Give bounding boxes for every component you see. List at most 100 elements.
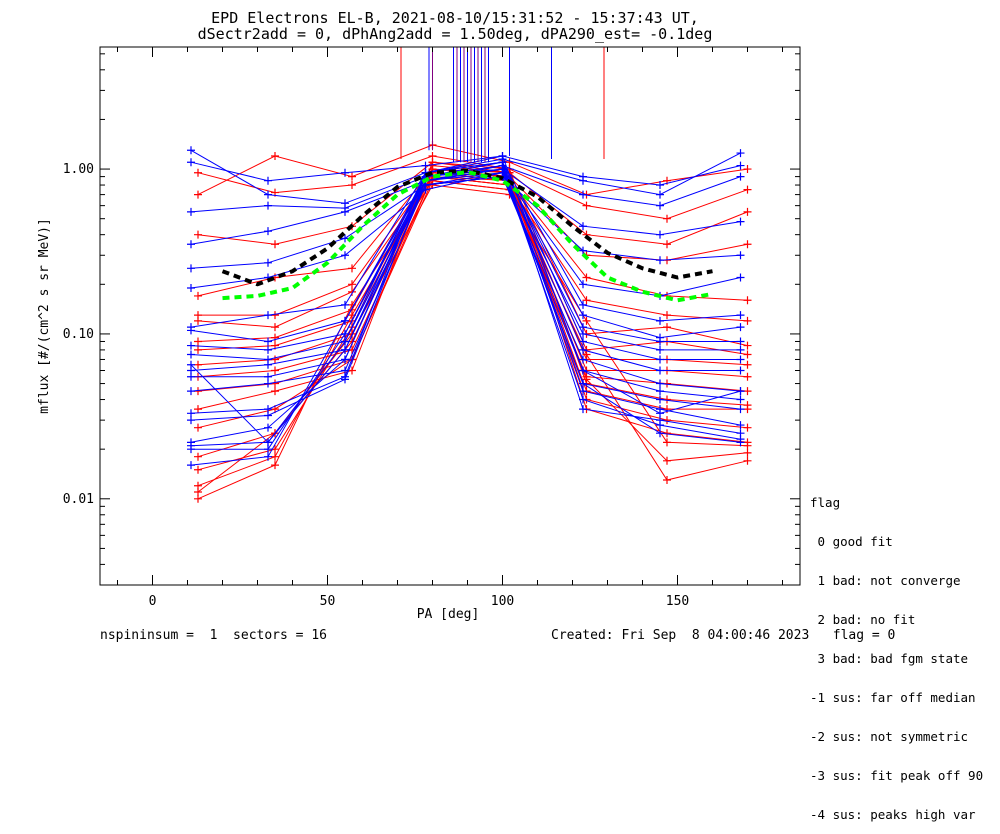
blue-series-point [341, 207, 349, 216]
blue-series-point [736, 421, 745, 430]
blue-series-line [190, 176, 741, 444]
blue-series-point [579, 337, 587, 346]
blue-series-line [190, 165, 741, 351]
blue-series-point [264, 372, 272, 381]
red-series-point [194, 360, 202, 369]
red-series-point [348, 172, 356, 181]
blue-series-point [264, 379, 272, 388]
red-series-point [348, 181, 356, 190]
blue-series-point [264, 452, 272, 461]
red-series-point [271, 240, 279, 249]
red-series-point [582, 201, 591, 210]
red-series-point [271, 379, 279, 388]
blue-series-point [656, 256, 664, 265]
blue-series-point [187, 387, 195, 396]
blue-series-line [190, 172, 741, 361]
blue-series-point [656, 421, 664, 430]
blue-series-point [187, 372, 195, 381]
flag-legend-item: 3 bad: bad fgm state [810, 651, 969, 666]
x-tick-label: 50 [320, 594, 336, 609]
pitch-angle-chart: EPD Electrons EL-B, 2021-08-10/15:31:52 … [37, 9, 801, 622]
flag-legend-item: -1 sus: far off median [810, 690, 976, 705]
red-series-point [743, 441, 752, 450]
red-series-point [194, 423, 202, 432]
blue-series-point [264, 201, 272, 210]
red-series-point [663, 416, 671, 425]
blue-series-point [579, 311, 587, 320]
blue-series-point [341, 345, 349, 354]
red-series-line [197, 161, 748, 410]
blue-series-point [579, 329, 587, 338]
red-series-line [197, 176, 748, 487]
red-series-point [194, 405, 202, 414]
blue-series-point [264, 258, 272, 267]
blue-series-point [736, 345, 745, 354]
red-series-point [271, 152, 279, 161]
blue-series-line [190, 165, 741, 443]
red-series-point [582, 296, 591, 305]
blue-series-point [736, 172, 745, 181]
blue-series-point [341, 234, 349, 243]
y-axis-label: mflux [#/(cm^2 s sr MeV)] [37, 218, 52, 414]
red-series-point [743, 350, 752, 359]
red-series-line [197, 176, 748, 328]
red-series-point [582, 273, 591, 282]
blue-series-point [341, 168, 349, 177]
red-series-point [271, 323, 279, 332]
blue-series-point [187, 283, 195, 292]
red-series-point [271, 461, 279, 470]
chart-title: EPD Electrons EL-B, 2021-08-10/15:31:52 … [211, 9, 699, 27]
blue-series-point [187, 350, 195, 359]
blue-series-point [187, 207, 195, 216]
red-series-point [271, 387, 279, 396]
red-series-point [348, 264, 356, 273]
blue-series-point [264, 311, 272, 320]
blue-series-line [190, 176, 741, 269]
red-series-point [194, 494, 202, 503]
red-series-point [743, 316, 752, 325]
blue-series-line [190, 168, 741, 421]
blue-series-point [579, 172, 587, 181]
red-series-point [194, 452, 202, 461]
red-series-point [663, 456, 671, 465]
blue-series-point [579, 366, 587, 375]
y-tick-label: 0.10 [63, 327, 94, 342]
y-tick-label: 0.01 [63, 492, 94, 507]
blue-series-line [190, 155, 741, 414]
blue-series-point [264, 337, 272, 346]
red-series-point [194, 316, 202, 325]
red-series-point [271, 366, 279, 375]
blue-series-point [187, 461, 195, 470]
flag-legend-item: -4 sus: peaks high var [810, 807, 976, 822]
blue-series-point [736, 323, 745, 332]
red-series-point [582, 375, 591, 384]
red-series-line [197, 165, 748, 347]
red-series-point [194, 230, 202, 239]
blue-series-point [264, 345, 272, 354]
red-series-point [743, 341, 752, 350]
blue-series-point [736, 149, 745, 158]
blue-series-point [656, 190, 664, 199]
blue-series-point [736, 311, 745, 320]
red-series-point [663, 240, 671, 249]
flag-legend-item: 2 bad: no fit [810, 612, 916, 627]
red-series-point [743, 387, 752, 396]
blue-series-point [264, 445, 272, 454]
red-series-point [582, 350, 591, 359]
red-series-point [743, 423, 752, 432]
blue-series-point [736, 161, 745, 170]
blue-series-point [187, 146, 195, 155]
red-series-point [194, 291, 202, 300]
red-series-point [271, 355, 279, 364]
flag-legend-title: flag [810, 495, 841, 510]
vertical-lines-layer [400, 47, 605, 163]
red-series-point [743, 448, 752, 457]
red-series-point [194, 190, 202, 199]
flag-legend: flag 0 good fit 1 bad: not converge 2 ba… [810, 470, 983, 834]
blue-series-point [421, 161, 430, 170]
blue-series-point [736, 273, 745, 282]
blue-series-point [736, 395, 745, 404]
series-layer [187, 140, 752, 503]
blue-series-point [656, 201, 664, 210]
blue-series-point [187, 416, 195, 425]
